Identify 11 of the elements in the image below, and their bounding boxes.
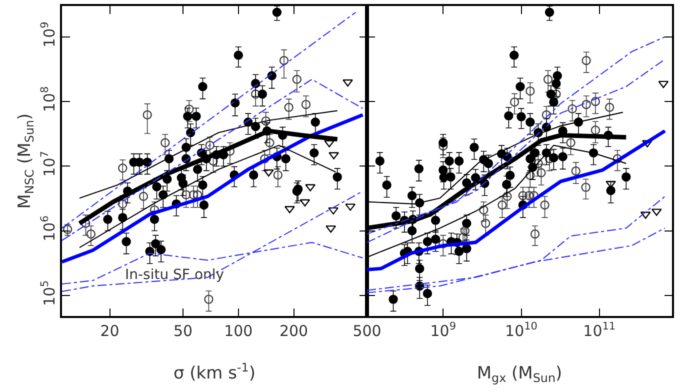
x-tick-label: 50 [173,322,193,340]
x-tick-label: 200 [279,322,308,340]
x-tick-label: 100 [224,322,253,340]
x-tick-label: 500 [352,322,382,340]
annotation: In-situ SF only [125,267,224,283]
x-tick-label: 10$^{11}$ [583,320,616,340]
x-tick-label: 10$^{9}$ [430,320,456,340]
x-tick-label: 20 [100,322,120,340]
x-axis-title: M$_{gx}$ (M$_{Sun}$) [476,364,562,386]
x-axis-title: σ (km s$^{-1}$) [174,360,256,384]
x-tick-label: 10$^{10}$ [505,320,538,340]
